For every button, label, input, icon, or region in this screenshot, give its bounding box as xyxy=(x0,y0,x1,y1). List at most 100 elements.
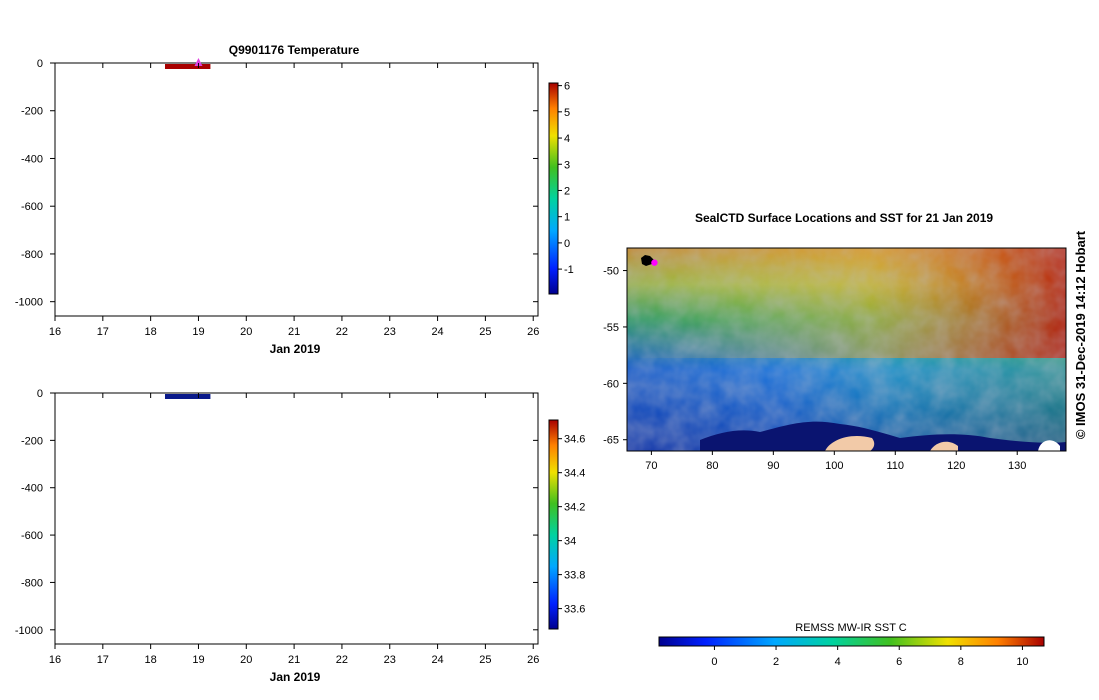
salinity-panel: 16 17 18 19 20 21 22 23 24 25 26 0 -200 -400 -600 -800… xyxy=(15,388,586,684)
x-tick-label: 17 xyxy=(97,326,109,338)
salinity-x-label: Jan 2019 xyxy=(270,670,321,684)
x-tick-label: 23 xyxy=(384,654,396,666)
sst-colorbar-tick-label: 2 xyxy=(773,656,779,668)
lat-tick-label: -50 xyxy=(603,266,619,278)
salinity-profile-bar xyxy=(164,394,211,399)
x-tick-label: 16 xyxy=(49,654,61,666)
sst-colorbar xyxy=(658,636,1045,647)
colorbar-tick-label: 33.8 xyxy=(564,570,585,582)
x-tick-label: 25 xyxy=(479,654,491,666)
temperature-y-axis: 0 -200 -400 -600 -800 -1000 xyxy=(15,58,538,309)
temperature-colorbar xyxy=(548,82,559,295)
sst-colorbar-tick-label: 0 xyxy=(711,656,717,668)
float-position-marker xyxy=(194,58,203,66)
lat-tick-label: -60 xyxy=(603,378,619,390)
temperature-x-axis: 16 17 18 19 20 21 22 23 24 25 26 xyxy=(49,63,539,338)
sst-colorbar-tick-label: 4 xyxy=(835,656,841,668)
temperature-colorbar-ticks: -1 0 1 2 3 4 5 6 xyxy=(558,81,574,276)
sst-colorbar-tick-label: 8 xyxy=(958,656,964,668)
colorbar-tick-label: 3 xyxy=(564,159,570,171)
y-tick-label: 0 xyxy=(37,58,43,70)
colorbar-tick-label: 34 xyxy=(564,536,576,548)
x-tick-label: 19 xyxy=(192,326,204,338)
colorbar-tick-label: 34.4 xyxy=(564,468,585,480)
y-tick-label: -600 xyxy=(21,530,43,542)
y-tick-label: -1000 xyxy=(15,625,43,637)
sst-colorbar-label: REMSS MW-IR SST C xyxy=(795,622,906,634)
land-patch xyxy=(1038,440,1060,451)
kerguelen-island xyxy=(641,255,654,266)
y-tick-label: -200 xyxy=(21,435,43,447)
temperature-panel: Q9901176 Temperature 16 17 18 19 20 21 22 23 24 2… xyxy=(15,43,574,356)
longitude-axis: 70 80 90 100 110 120 130 xyxy=(645,451,1026,472)
salinity-y-axis: 0 -200 -400 -600 -800 -1000 xyxy=(15,388,538,637)
x-tick-label: 19 xyxy=(192,654,204,666)
x-tick-label: 16 xyxy=(49,326,61,338)
x-tick-label: 22 xyxy=(336,654,348,666)
salinity-colorbar-ticks: 33.6 33.8 34 34.2 34.4 34.6 xyxy=(558,434,585,616)
map-title: SealCTD Surface Locations and SST for 21… xyxy=(695,211,993,225)
sst-map-panel: SealCTD Surface Locations and SST for 21… xyxy=(603,211,1088,668)
lon-tick-label: 80 xyxy=(706,460,718,472)
lon-tick-label: 130 xyxy=(1008,460,1026,472)
x-tick-label: 21 xyxy=(288,654,300,666)
x-tick-label: 23 xyxy=(384,326,396,338)
colorbar-tick-label: 34.6 xyxy=(564,434,585,446)
temperature-title: Q9901176 Temperature xyxy=(229,43,360,57)
x-tick-label: 22 xyxy=(336,326,348,338)
colorbar-tick-label: 5 xyxy=(564,107,570,119)
colorbar-tick-label: 2 xyxy=(564,185,570,197)
salinity-x-axis: 16 17 18 19 20 21 22 23 24 25 26 xyxy=(49,393,539,666)
colorbar-tick-label: 33.6 xyxy=(564,604,585,616)
temperature-plot-frame xyxy=(54,62,539,317)
salinity-plot-frame xyxy=(54,392,539,645)
lat-tick-label: -65 xyxy=(603,435,619,447)
y-tick-label: -400 xyxy=(21,483,43,495)
sst-field xyxy=(627,248,1066,451)
lon-tick-label: 100 xyxy=(825,460,843,472)
colorbar-tick-label: 6 xyxy=(564,81,570,93)
colorbar-tick-label: 4 xyxy=(564,133,570,145)
temperature-profile-bar xyxy=(164,64,211,69)
x-tick-label: 20 xyxy=(240,326,252,338)
imos-credit: © IMOS 31-Dec-2019 14:12 Hobart xyxy=(1073,230,1088,439)
temperature-x-label: Jan 2019 xyxy=(270,342,321,356)
y-tick-label: -600 xyxy=(21,201,43,213)
latitude-axis: -50 -55 -60 -65 xyxy=(603,266,627,447)
x-tick-label: 18 xyxy=(145,654,157,666)
y-tick-label: -800 xyxy=(21,249,43,261)
land-patch xyxy=(930,441,958,451)
x-tick-label: 17 xyxy=(97,654,109,666)
lon-tick-label: 70 xyxy=(645,460,657,472)
colorbar-tick-label: 34.2 xyxy=(564,502,585,514)
y-tick-label: -200 xyxy=(21,106,43,118)
lon-tick-label: 120 xyxy=(947,460,965,472)
colorbar-tick-label: 1 xyxy=(564,212,570,224)
x-tick-label: 21 xyxy=(288,326,300,338)
salinity-colorbar xyxy=(548,419,559,630)
y-tick-label: -800 xyxy=(21,577,43,589)
x-tick-label: 26 xyxy=(527,326,539,338)
y-tick-label: -400 xyxy=(21,153,43,165)
station-marker xyxy=(651,259,658,266)
x-tick-label: 20 xyxy=(240,654,252,666)
y-tick-label: 0 xyxy=(37,388,43,400)
x-tick-label: 26 xyxy=(527,654,539,666)
lon-tick-label: 90 xyxy=(767,460,779,472)
land-patch xyxy=(825,435,875,451)
sst-colorbar-tick-label: 10 xyxy=(1016,656,1028,668)
y-tick-label: -1000 xyxy=(15,297,43,309)
x-tick-label: 24 xyxy=(431,326,443,338)
lon-tick-label: 110 xyxy=(887,460,905,472)
lat-tick-label: -55 xyxy=(603,322,619,334)
map-frame xyxy=(626,247,1067,452)
sst-colorbar-tick-label: 6 xyxy=(896,656,902,668)
x-tick-label: 18 xyxy=(145,326,157,338)
sst-colorbar-ticks: 0 2 4 6 8 10 xyxy=(711,646,1029,668)
antarctic-coast xyxy=(700,421,1066,451)
colorbar-tick-label: 0 xyxy=(564,238,570,250)
colorbar-tick-label: -1 xyxy=(564,264,574,276)
x-tick-label: 24 xyxy=(431,654,443,666)
x-tick-label: 25 xyxy=(479,326,491,338)
